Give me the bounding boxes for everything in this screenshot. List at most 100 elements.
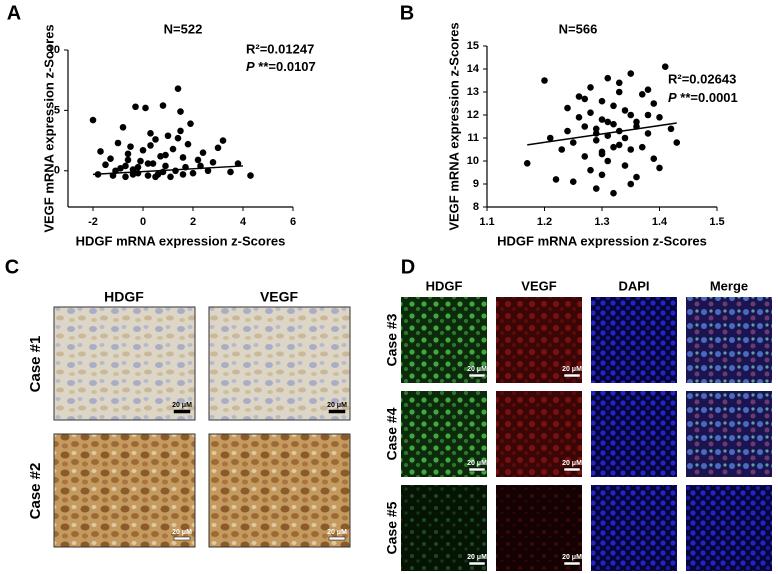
point (615, 79, 623, 87)
chart-title: N=566 (559, 21, 598, 36)
point (667, 125, 675, 133)
scale-bar-label: 20 μM (562, 554, 582, 561)
y-tick-label: 14 (467, 63, 480, 75)
point (638, 91, 646, 98)
point (627, 146, 635, 153)
scale-bar-label: 20 μM (467, 554, 487, 561)
point (592, 137, 600, 144)
point (569, 139, 577, 146)
ihc-image (53, 433, 196, 548)
y-axis-label: VEGF mRNA expression z-Scores (446, 22, 461, 230)
column-header: VEGF (521, 278, 556, 293)
panel-label: B (400, 2, 414, 24)
point (247, 172, 254, 179)
point (581, 123, 589, 130)
point (661, 63, 669, 70)
fit-line (527, 122, 677, 146)
point (177, 127, 184, 135)
point (219, 137, 227, 144)
p-symbol: P (246, 59, 255, 74)
column-header: VEGF (260, 289, 299, 305)
scale-bar-label: 20 μM (327, 402, 347, 409)
x-axis-label: HDGF mRNA expression z-Scores (76, 233, 286, 248)
fluorescence-image (401, 297, 487, 383)
ihc-image (53, 306, 196, 421)
point (102, 161, 109, 169)
x-tick-label: 4 (240, 216, 247, 228)
point (189, 169, 197, 177)
point (587, 166, 594, 174)
fluorescence-image (686, 485, 772, 571)
point (127, 143, 134, 150)
point (621, 107, 629, 114)
point (523, 160, 531, 167)
point (592, 185, 600, 192)
point (610, 189, 617, 197)
p-value: P **=0.0107 (246, 59, 316, 74)
point (598, 116, 606, 123)
scale-bar (328, 536, 346, 541)
x-tick-label: 6 (290, 216, 296, 228)
point (122, 173, 129, 181)
y-tick-label: 0 (54, 165, 60, 177)
point (587, 109, 594, 116)
x-tick-label: 1.1 (479, 216, 494, 228)
point (152, 136, 159, 143)
fluorescence-image (496, 391, 582, 477)
point (552, 176, 560, 183)
p-symbol: P (668, 90, 677, 105)
y-tick-label: 15 (467, 40, 479, 52)
scale-bar (468, 373, 486, 378)
r-squared: R²=0.01247 (246, 41, 314, 56)
point (179, 154, 187, 161)
point (149, 160, 157, 167)
scale-bar (468, 561, 486, 566)
point (644, 130, 652, 137)
point (656, 164, 663, 172)
point (167, 173, 174, 181)
point (119, 123, 127, 131)
point (598, 97, 606, 105)
point (541, 77, 548, 84)
point (89, 116, 97, 124)
point (147, 130, 154, 137)
point (546, 134, 554, 142)
fluorescence-image (401, 485, 487, 571)
point (157, 152, 164, 160)
point (650, 100, 658, 107)
point (564, 104, 571, 112)
scale-bar-label: 20 μM (562, 366, 582, 373)
point (610, 143, 617, 151)
point (174, 85, 182, 92)
point (147, 142, 154, 149)
panel-label: C (5, 256, 19, 278)
point (152, 173, 159, 181)
scale-bar-label: 20 μM (172, 529, 192, 536)
point (132, 103, 139, 111)
point (162, 151, 169, 159)
point (209, 159, 217, 166)
scale-bar-label: 20 μM (467, 460, 487, 467)
panel-label: A (7, 2, 21, 24)
point (97, 148, 104, 155)
point (134, 163, 142, 171)
y-tick-label: 11 (467, 132, 479, 144)
y-tick-label: 10 (467, 155, 479, 167)
point (199, 149, 207, 156)
point (124, 150, 132, 158)
point (122, 162, 129, 170)
point (604, 74, 612, 82)
x-tick-label: 1.3 (594, 216, 609, 228)
point (633, 173, 640, 181)
panel-label: D (401, 256, 415, 278)
point (164, 132, 172, 140)
point (615, 141, 623, 149)
point (137, 157, 144, 165)
fit-line (92, 165, 244, 176)
point (174, 134, 182, 142)
scale-bar (563, 373, 581, 378)
point (124, 156, 132, 164)
point (187, 120, 194, 127)
point (615, 88, 623, 96)
